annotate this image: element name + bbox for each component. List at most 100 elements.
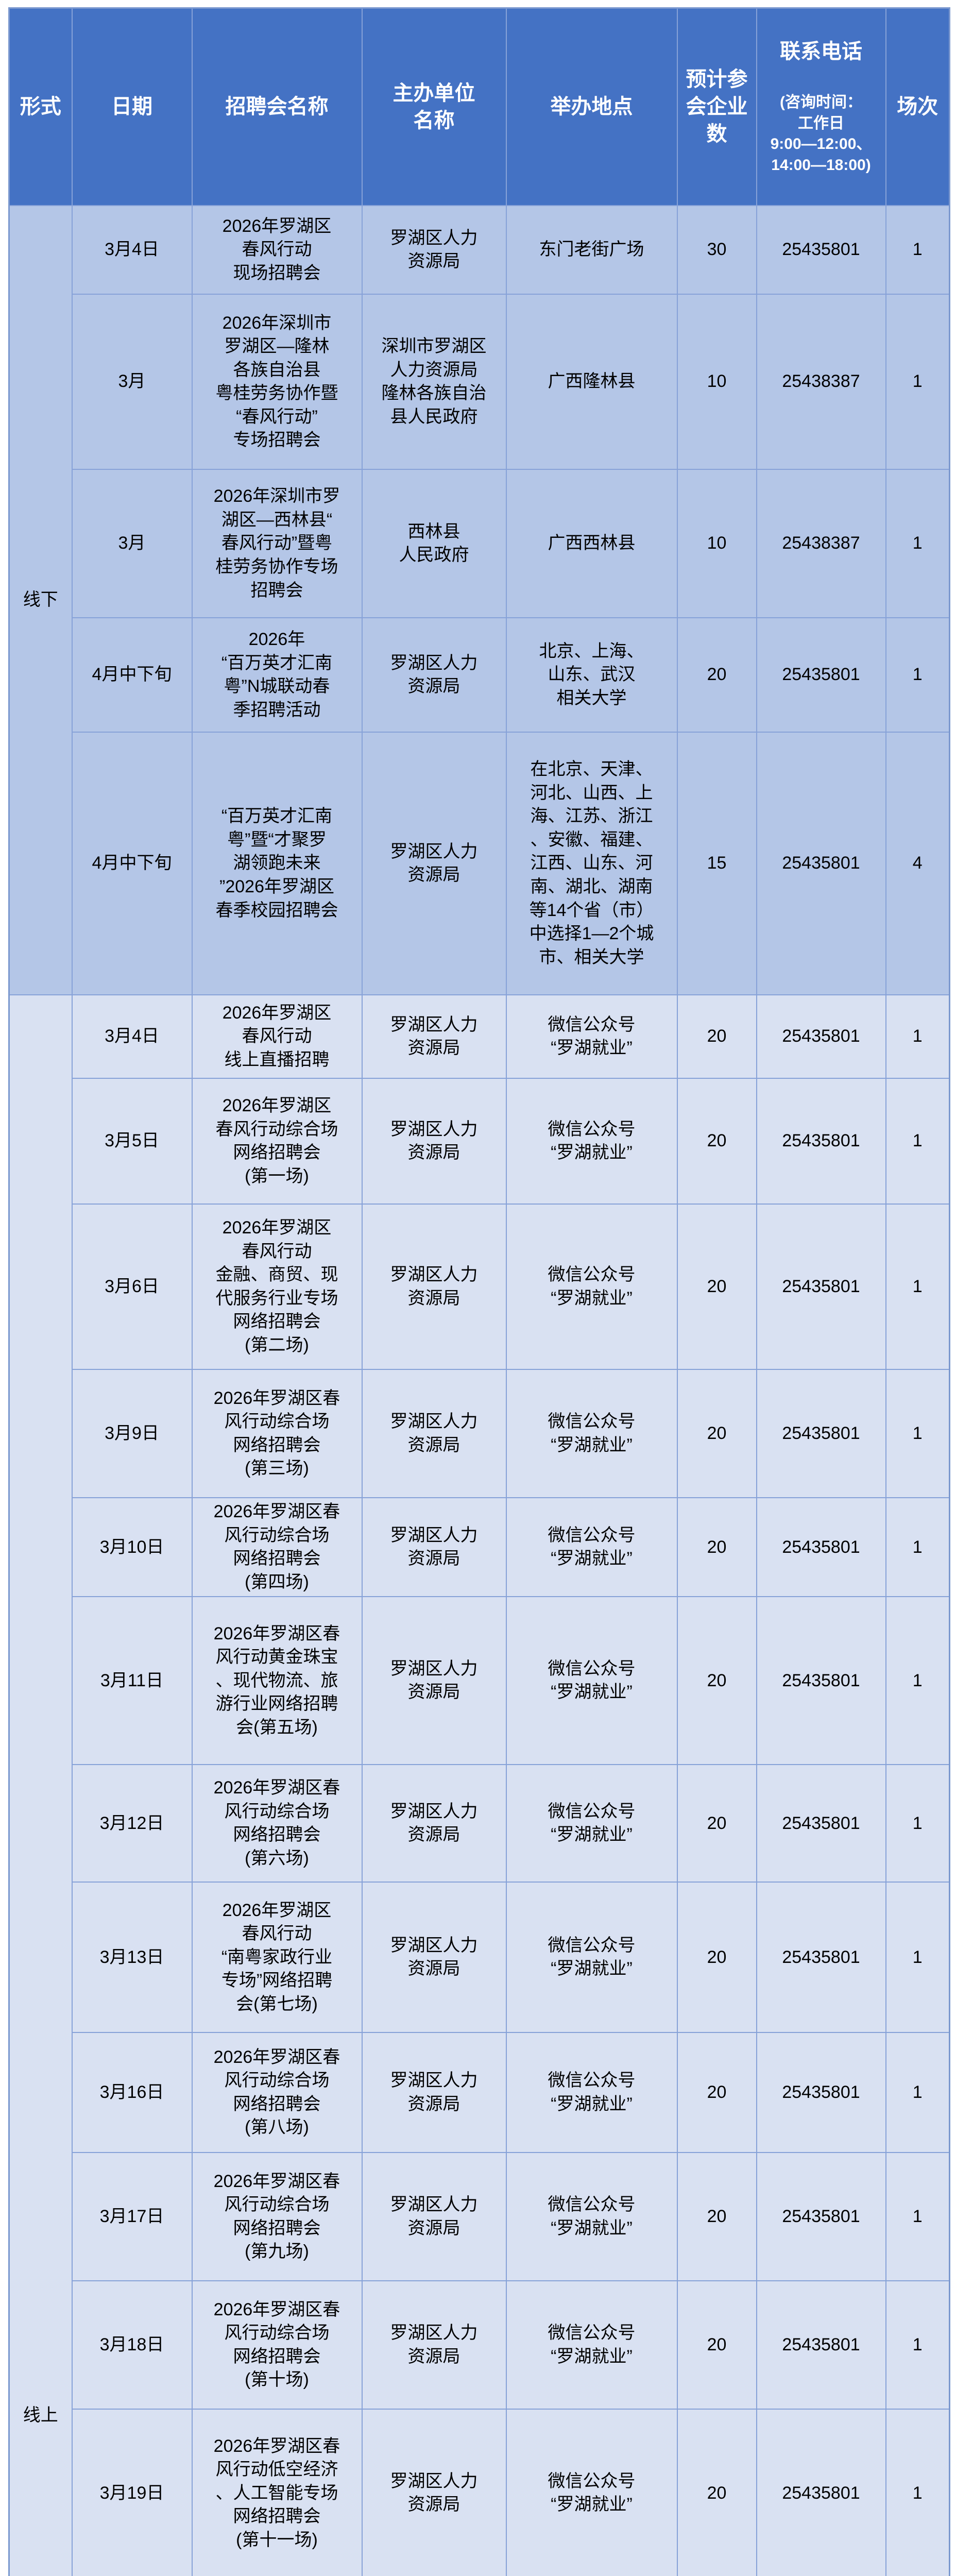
name-cell: 2026年深圳市 罗湖区—隆林 各族自治县 粤桂劳务协作暨 “春风行动” 专场招… [191, 294, 363, 470]
sessions-cell: 1 [885, 1078, 950, 1205]
organizer-cell: 罗湖区人力 资源局 [361, 1369, 507, 1499]
table-row: 3月11日 2026年罗湖区春 风行动黄金珠宝 、现代物流、旅 游行业网络招聘 会… [9, 1596, 950, 1766]
col-header-venue: 举办地点 [505, 7, 678, 207]
phone-cell: 25438387 [756, 469, 886, 619]
organizer-cell: 西林县 人民政府 [361, 469, 507, 619]
date-cell: 3月18日 [71, 2280, 193, 2410]
venue-cell: 微信公众号 “罗湖就业” [505, 1596, 678, 1766]
sessions-cell: 1 [885, 994, 950, 1079]
phone-header-note: (咨询时间： 工作日 9:00—12:00、 14:00—18:00) [770, 94, 872, 174]
venue-cell: 在北京、天津、 河北、山西、上 海、江苏、浙江 、安徽、福建、 江西、山东、河 … [505, 732, 678, 996]
table-row: 3月12日 2026年罗湖区春 风行动综合场 网络招聘会 (第六场) 罗湖区人力 资… [9, 1764, 950, 1883]
name-cell: 2026年罗湖区 春风行动 线上直播招聘 [191, 994, 363, 1079]
name-cell: 2026年罗湖区春 风行动综合场 网络招聘会 (第八场) [191, 2032, 363, 2154]
organizer-cell: 罗湖区人力 资源局 [361, 2280, 507, 2410]
name-cell: 2026年罗湖区春 风行动综合场 网络招聘会 (第六场) [191, 1764, 363, 1883]
date-cell: 3月 [71, 469, 193, 619]
organizer-cell: 罗湖区人力 资源局 [361, 1497, 507, 1598]
venue-cell: 广西西林县 [505, 469, 678, 619]
col-header-sessions: 场次 [885, 7, 950, 207]
phone-cell: 25435801 [756, 1369, 886, 1499]
name-cell: 2026年罗湖区 春风行动 金融、商贸、现 代服务行业专场 网络招聘会 (第二场… [191, 1204, 363, 1370]
sessions-cell: 1 [885, 1764, 950, 1883]
phone-cell: 25435801 [756, 205, 886, 295]
name-cell: 2026年罗湖区春 风行动低空经济 、人工智能专场 网络招聘会 (第十一场) [191, 2409, 363, 2576]
phone-cell: 25435801 [756, 2152, 886, 2282]
name-cell: “百万英才汇南 粤”暨“才聚罗 湖领跑未来 ”2026年罗湖区 春季校园招聘会 [191, 732, 363, 996]
organizer-cell: 罗湖区人力 资源局 [361, 1596, 507, 1766]
date-cell: 3月19日 [71, 2409, 193, 2576]
sessions-cell: 1 [885, 294, 950, 470]
organizer-cell: 罗湖区人力 资源局 [361, 1204, 507, 1370]
phone-cell: 25435801 [756, 1078, 886, 1205]
companies-cell: 20 [676, 2032, 757, 2154]
companies-cell: 20 [676, 994, 757, 1079]
sessions-cell: 1 [885, 2152, 950, 2282]
venue-cell: 微信公众号 “罗湖就业” [505, 2280, 678, 2410]
companies-cell: 10 [676, 469, 757, 619]
phone-cell: 25435801 [756, 1882, 886, 2033]
date-cell: 3月11日 [71, 1596, 193, 1766]
name-cell: 2026年罗湖区春 风行动综合场 网络招聘会 (第九场) [191, 2152, 363, 2282]
date-cell: 3月5日 [71, 1078, 193, 1205]
organizer-cell: 罗湖区人力 资源局 [361, 617, 507, 733]
table-row: 线上 3月4日 2026年罗湖区 春风行动 线上直播招聘 罗湖区人力 资源局 微信公众号… [8, 994, 950, 2576]
phone-cell: 25435801 [756, 2280, 886, 2410]
companies-cell: 20 [676, 1497, 757, 1598]
date-cell: 3月4日 [71, 205, 193, 295]
table-row: 3月9日 2026年罗湖区春 风行动综合场 网络招聘会 (第三场) 罗湖区人力 资源… [9, 1369, 950, 1499]
phone-cell: 25435801 [756, 732, 886, 996]
organizer-cell: 罗湖区人力 资源局 [361, 2152, 507, 2282]
companies-cell: 20 [676, 2409, 757, 2576]
name-cell: 2026年 “百万英才汇南 粤”N城联动春 季招聘活动 [191, 617, 363, 733]
companies-cell: 20 [676, 1369, 757, 1499]
name-cell: 2026年罗湖区春 风行动综合场 网络招聘会 (第四场) [191, 1497, 363, 1598]
sessions-cell: 1 [885, 2032, 950, 2154]
sessions-cell: 1 [885, 1882, 950, 2033]
sessions-cell: 1 [885, 2409, 950, 2576]
name-cell: 2026年罗湖区春 风行动综合场 网络招聘会 (第三场) [191, 1369, 363, 1499]
venue-cell: 微信公众号 “罗湖就业” [505, 1204, 678, 1370]
date-cell: 3月12日 [71, 1764, 193, 1883]
companies-cell: 30 [676, 205, 757, 295]
phone-cell: 25435801 [756, 2032, 886, 2154]
organizer-cell: 罗湖区人力 资源局 [361, 2409, 507, 2576]
sessions-cell: 1 [885, 1369, 950, 1499]
phone-cell: 25435801 [756, 1204, 886, 1370]
table-row: 3月 2026年深圳市罗 湖区—西林县“ 春风行动”暨粤 桂劳务协作专场 招聘会西… [9, 469, 950, 619]
name-cell: 2026年罗湖区春 风行动综合场 网络招聘会 (第十场) [191, 2280, 363, 2410]
venue-cell: 微信公众号 “罗湖就业” [505, 1369, 678, 1499]
phone-header-title: 联系电话 [780, 40, 862, 63]
companies-cell: 20 [676, 1596, 757, 1766]
name-cell: 2026年深圳市罗 湖区—西林县“ 春风行动”暨粤 桂劳务协作专场 招聘会 [191, 469, 363, 619]
phone-cell: 25435801 [756, 994, 886, 1079]
col-header-companies: 预计参 会企业 数 [676, 7, 757, 207]
organizer-cell: 罗湖区人力 资源局 [361, 2032, 507, 2154]
date-cell: 3月17日 [71, 2152, 193, 2282]
sessions-cell: 1 [885, 1497, 950, 1598]
col-header-date: 日期 [71, 7, 193, 207]
companies-cell: 15 [676, 732, 757, 996]
venue-cell: 微信公众号 “罗湖就业” [505, 2032, 678, 2154]
table-row: 3月5日 2026年罗湖区 春风行动综合场 网络招聘会 (第一场) 罗湖区人力 资源… [9, 1078, 950, 1205]
header-row: 形式 日期 招聘会名称 主办单位 名称 举办地点 预计参 会企业 数 联系电话 … [8, 7, 950, 207]
col-header-format: 形式 [8, 7, 73, 207]
venue-cell: 广西隆林县 [505, 294, 678, 470]
table-row: 4月中下旬 2026年 “百万英才汇南 粤”N城联动春 季招聘活动 罗湖区人力 资源… [9, 617, 950, 733]
sessions-cell: 1 [885, 617, 950, 733]
sessions-cell: 4 [885, 732, 950, 996]
job-fair-schedule-table: 形式 日期 招聘会名称 主办单位 名称 举办地点 预计参 会企业 数 联系电话 … [8, 7, 950, 2576]
companies-cell: 20 [676, 617, 757, 733]
table-row: 4月中下旬 “百万英才汇南 粤”暨“才聚罗 湖领跑未来 ”2026年罗湖区 春季校… [9, 732, 950, 996]
date-cell: 3月4日 [71, 994, 193, 1079]
table-row: 3月10日 2026年罗湖区春 风行动综合场 网络招聘会 (第四场) 罗湖区人力 资… [9, 1497, 950, 1598]
companies-cell: 20 [676, 1078, 757, 1205]
date-cell: 3月6日 [71, 1204, 193, 1370]
table-row: 3月18日 2026年罗湖区春 风行动综合场 网络招聘会 (第十场) 罗湖区人力 资… [9, 2280, 950, 2410]
companies-cell: 20 [676, 1764, 757, 1883]
phone-cell: 25435801 [756, 1497, 886, 1598]
sessions-cell: 1 [885, 1596, 950, 1766]
venue-cell: 微信公众号 “罗湖就业” [505, 1078, 678, 1205]
phone-cell: 25435801 [756, 617, 886, 733]
